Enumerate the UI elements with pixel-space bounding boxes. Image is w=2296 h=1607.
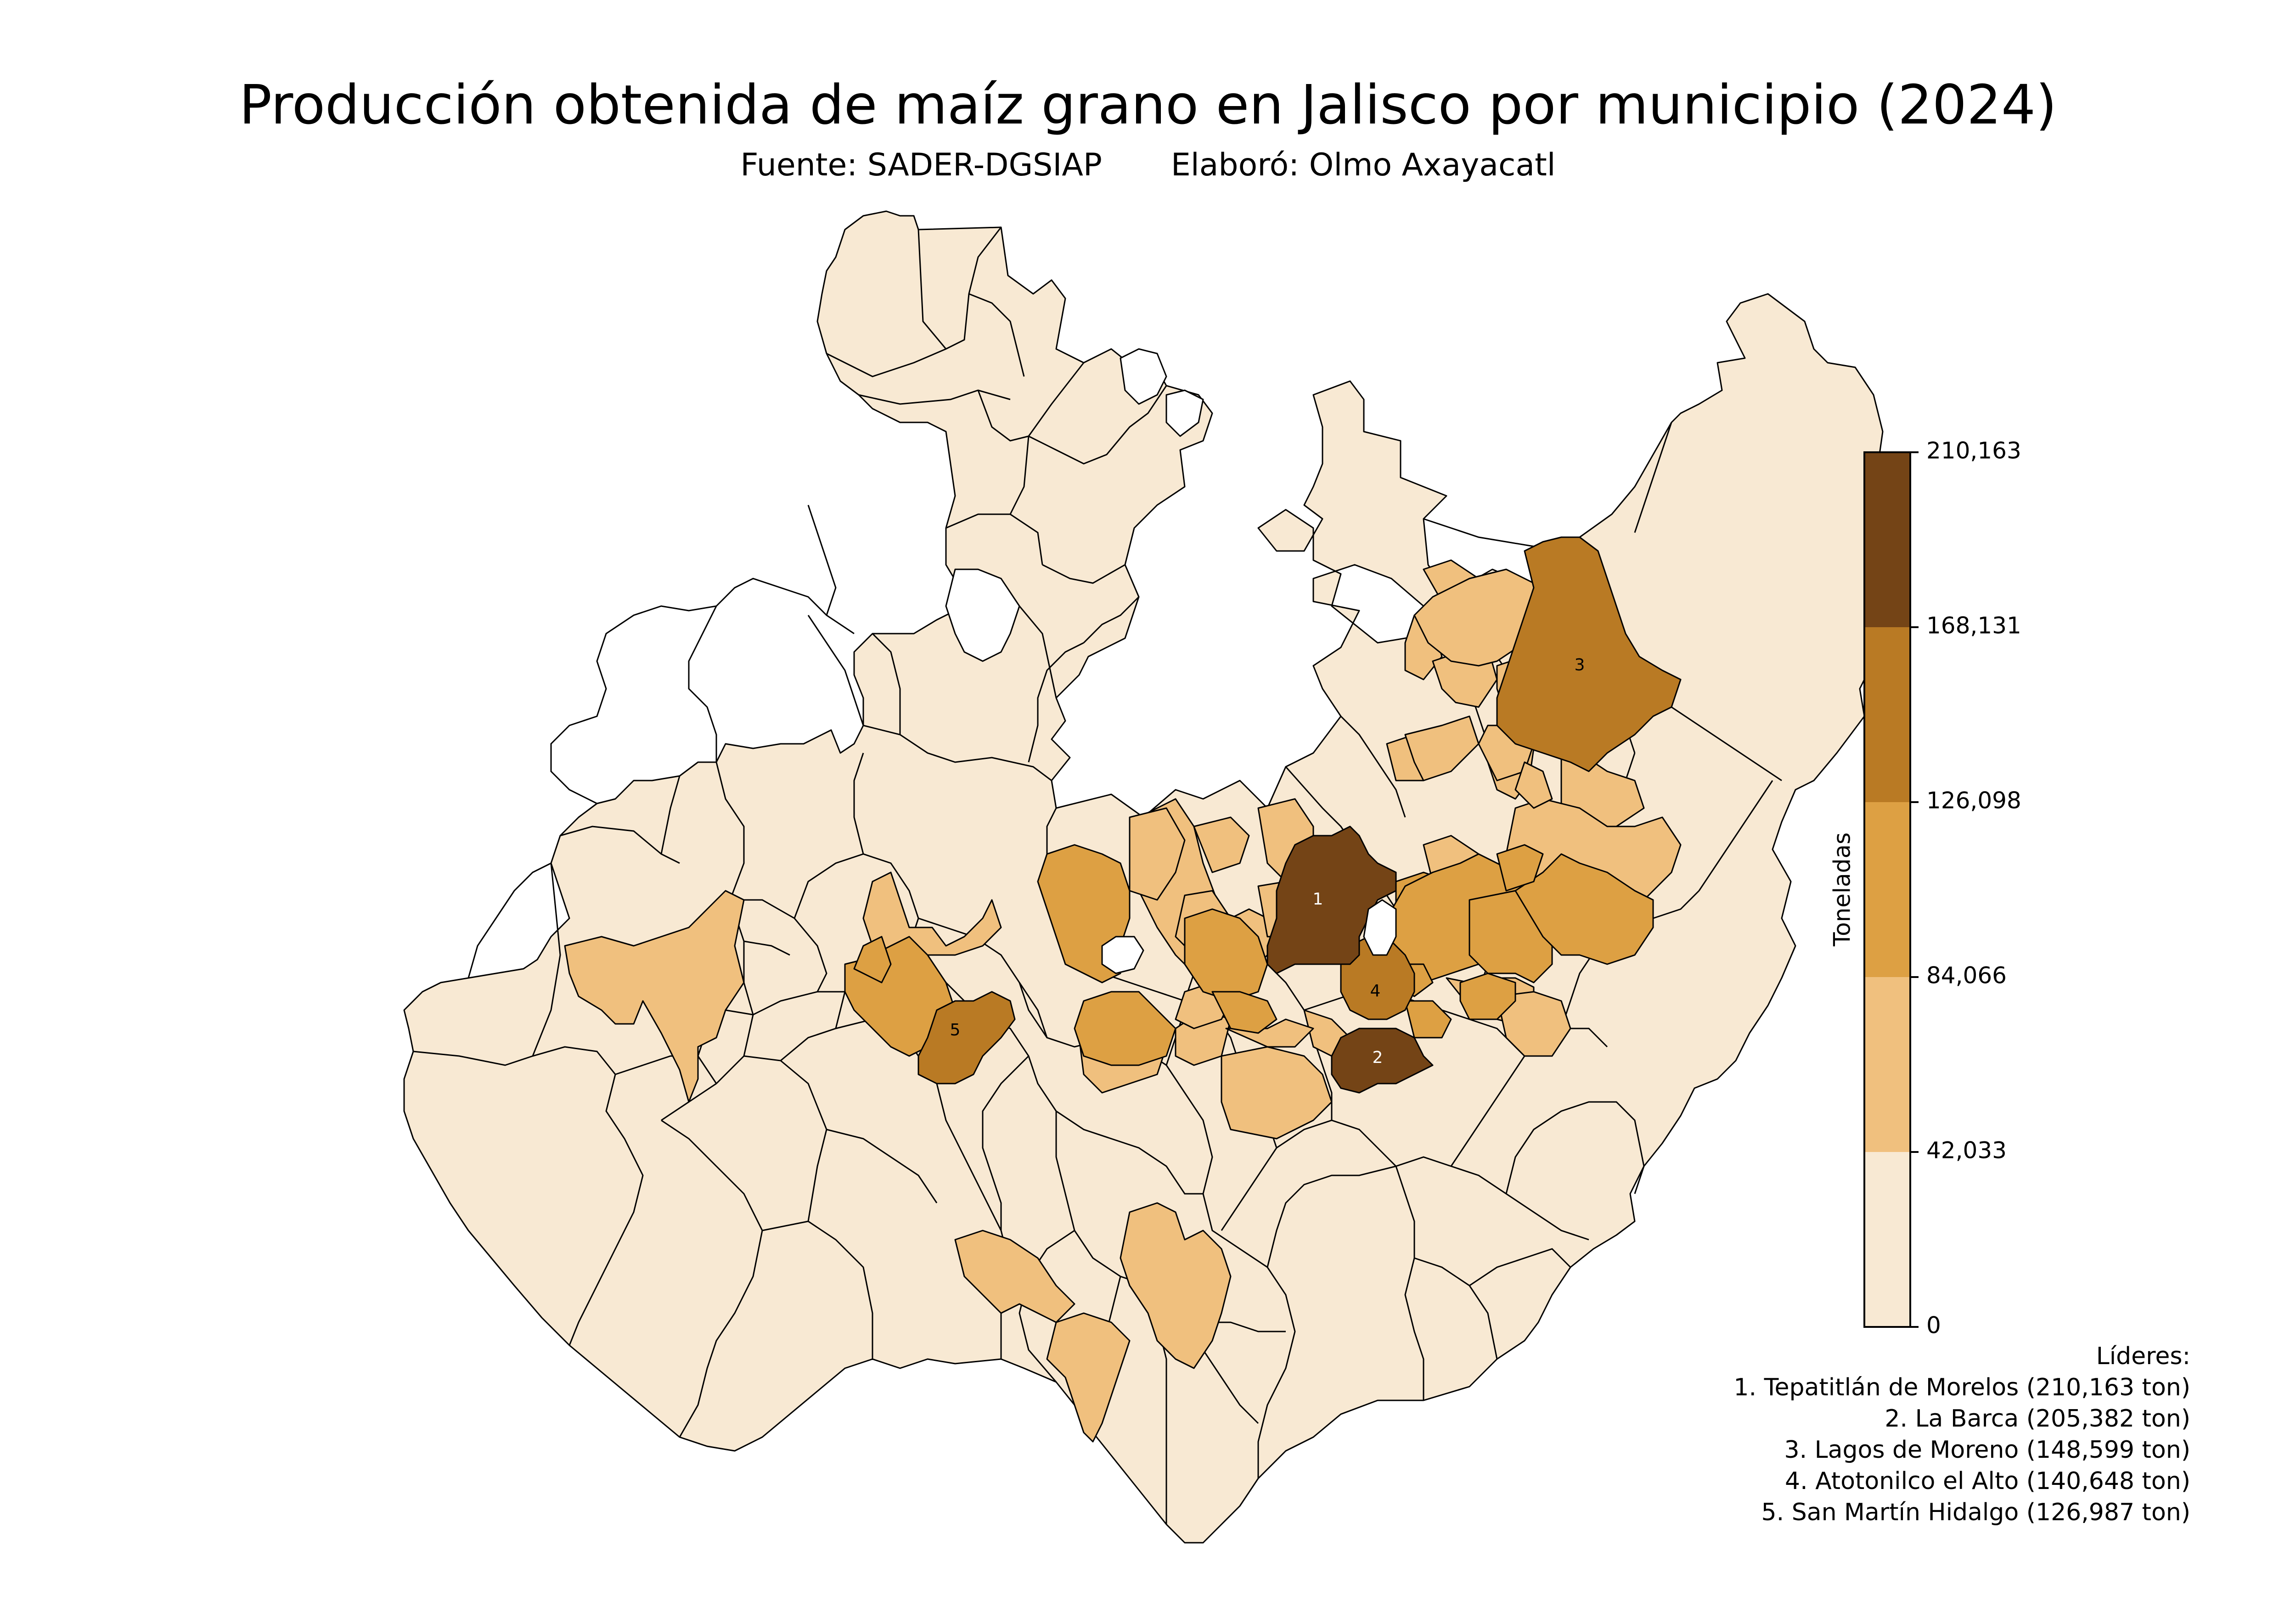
no-data-region	[945, 568, 1020, 662]
municipality-class-4	[1496, 536, 1682, 772]
map-title: Producción obtenida de maíz grano en Jal…	[239, 73, 2057, 136]
municipality-class-3	[1496, 844, 1544, 892]
municipality-class-3	[1404, 1000, 1452, 1039]
municipality-class-3	[1184, 908, 1268, 1002]
colorbar-band	[1864, 977, 1910, 1152]
colorbar-band	[1864, 627, 1910, 802]
source-credit: Fuente: SADER-DGSIAP	[740, 147, 1102, 183]
leader-item: 2. La Barca (205,382 ton)	[1885, 1405, 2190, 1433]
leaders-panel: Líderes: 1. Tepatitlán de Morelos (210,1…	[1733, 1341, 2190, 1528]
municipality-class-3	[1074, 991, 1176, 1066]
no-data-region	[1120, 348, 1167, 405]
rank-label-4: 4	[1370, 982, 1381, 1000]
municipality-class-2	[1514, 761, 1553, 809]
municipality-class-2	[1193, 816, 1250, 873]
map-subtitle: Fuente: SADER-DGSIAP Elaboró: Olmo Axayac…	[0, 146, 2296, 185]
municipality-class-2	[1225, 1018, 1314, 1048]
leader-item: 4. Atotonilco el Alto (140,648 ton)	[1784, 1467, 2190, 1495]
rank-label-5: 5	[950, 1021, 961, 1039]
colorbar-band	[1864, 1152, 1910, 1327]
municipality-class-2	[1120, 1202, 1232, 1369]
municipality-class-5	[1331, 1028, 1434, 1094]
municipality-class-2	[1496, 991, 1571, 1057]
rank-label-1: 1	[1313, 890, 1323, 909]
rank-label-3: 3	[1575, 656, 1585, 674]
municipality-class-3	[1211, 991, 1277, 1034]
author-credit: Elaboró: Olmo Axayacatl	[1171, 147, 1556, 183]
leader-item: 5. San Martín Hidalgo (126,987 ton)	[1761, 1499, 2190, 1526]
no-data-region	[1165, 389, 1204, 437]
municipality-class-3	[1514, 853, 1654, 965]
municipality-class-2	[1404, 715, 1480, 781]
no-data-region	[1101, 936, 1144, 974]
leaders-heading: Líderes:	[2096, 1343, 2190, 1370]
municipality-class-2	[1221, 1046, 1333, 1140]
colorbar-label: Toneladas	[1829, 832, 1856, 947]
municipality-class-5	[1266, 826, 1397, 974]
leader-item: 3. Lagos de Moreno (148,599 ton)	[1784, 1436, 2190, 1464]
colorbar-tick-label: 126,098	[1926, 787, 2021, 814]
municipality-class-3	[1459, 972, 1516, 1020]
municipality-class-4	[917, 991, 1016, 1084]
colorbar-frame	[1863, 451, 1911, 1328]
colorbar-tick-label: 168,131	[1926, 612, 2021, 639]
no-data-region	[1363, 899, 1397, 956]
municipality-class-2	[564, 890, 745, 1103]
colorbar-tick-label: 42,033	[1926, 1137, 2007, 1164]
municipality-class-3	[853, 936, 892, 983]
colorbar-tick-label: 210,163	[1926, 438, 2021, 464]
colorbar-tick-label: 0	[1926, 1312, 1941, 1339]
municipality-class-2	[1046, 1312, 1131, 1443]
municipality-class-2	[1413, 568, 1544, 667]
colorbar-band	[1864, 802, 1910, 977]
colorbar-band	[1864, 452, 1910, 627]
leader-item: 1. Tepatitlán de Morelos (210,163 ton)	[1733, 1374, 2190, 1401]
rank-label-2: 2	[1373, 1048, 1383, 1067]
colorbar-tick-label: 84,066	[1926, 962, 2007, 989]
